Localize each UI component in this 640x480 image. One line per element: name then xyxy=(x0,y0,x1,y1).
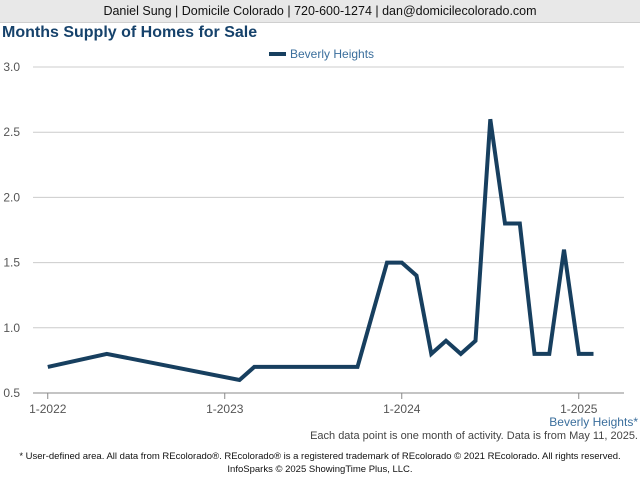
y-tick-label: 0.5 xyxy=(3,386,20,400)
y-tick-label: 3.0 xyxy=(3,60,20,74)
contact-text: Daniel Sung | Domicile Colorado | 720-60… xyxy=(103,4,537,18)
x-axis-area-note: Beverly Heights* xyxy=(549,415,638,429)
data-footnote: Each data point is one month of activity… xyxy=(310,430,638,442)
disclaimer: * User-defined area. All data from REcol… xyxy=(0,450,640,476)
x-axis-tick-labels: 1-2022 1-2023 1-2024 1-2025 xyxy=(29,393,598,416)
chart-title: Months Supply of Homes for Sale xyxy=(2,24,258,41)
disclaimer-line-1: * User-defined area. All data from REcol… xyxy=(19,451,621,462)
disclaimer-line-2: InfoSparks © 2025 ShowingTime Plus, LLC. xyxy=(227,464,413,475)
contact-banner: Daniel Sung | Domicile Colorado | 720-60… xyxy=(0,0,640,23)
legend-label: Beverly Heights xyxy=(290,47,374,61)
series-line-beverly-heights xyxy=(47,118,594,383)
y-tick-label: 2.0 xyxy=(3,190,20,204)
y-tick-label: 1.0 xyxy=(3,321,20,335)
y-tick-label: 2.5 xyxy=(3,125,20,139)
x-tick-label: 1-2025 xyxy=(560,402,598,416)
series-lines xyxy=(47,118,594,383)
x-tick-label: 1-2024 xyxy=(383,402,421,416)
y-tick-label: 1.5 xyxy=(3,256,20,270)
x-tick-label: 1-2023 xyxy=(206,402,244,416)
legend: Beverly Heights xyxy=(269,47,374,61)
y-axis-tick-labels: 0.5 1.0 1.5 2.0 2.5 3.0 xyxy=(3,60,20,400)
x-tick-label: 1-2022 xyxy=(29,402,67,416)
